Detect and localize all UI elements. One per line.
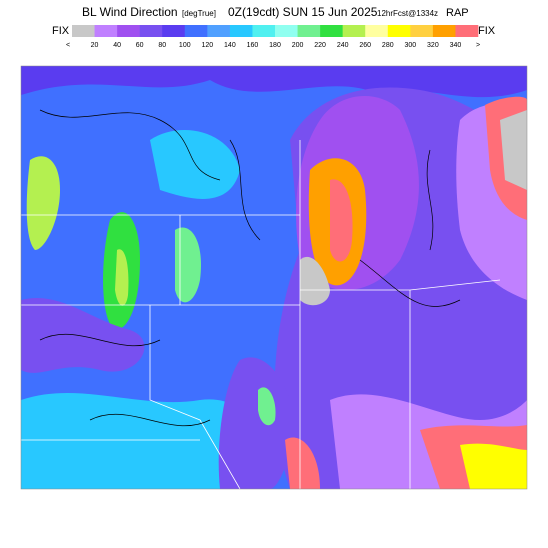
colorbar-tick-label: 80 xyxy=(158,42,166,49)
colorbar-tick-label: > xyxy=(476,42,480,49)
field-region xyxy=(460,443,527,489)
title-main: BL Wind Direction xyxy=(82,5,178,19)
colorbar-swatch xyxy=(117,25,140,37)
map xyxy=(20,65,528,490)
colorbar-swatch xyxy=(162,25,186,37)
colorbar-tick-label: 240 xyxy=(337,42,349,49)
colorbar-tick-label: < xyxy=(66,42,70,49)
colorbar-swatch xyxy=(342,25,366,37)
field-region xyxy=(26,156,60,250)
field-region xyxy=(175,227,201,303)
colorbar-left-label: FIX xyxy=(52,25,70,37)
field-region xyxy=(300,256,330,306)
colorbar-tick-label: 100 xyxy=(179,42,191,49)
colorbar-tick-label: 340 xyxy=(450,42,462,49)
title-time: 0Z(19cdt) SUN 15 Jun 2025 xyxy=(228,5,378,19)
colorbar-swatch xyxy=(365,25,389,37)
colorbar-swatch xyxy=(229,25,253,37)
colorbar-tick-label: 320 xyxy=(427,42,439,49)
colorbar-swatch xyxy=(297,25,321,37)
state-borders xyxy=(21,140,501,489)
colorbar-tick-label: 140 xyxy=(224,42,236,49)
colorbar-tick-label: 120 xyxy=(201,42,213,49)
map-frame xyxy=(20,65,528,490)
colorbar-tick-label: 280 xyxy=(382,42,394,49)
colorbar-tick-label: 180 xyxy=(269,42,281,49)
field-region xyxy=(150,130,240,199)
title-forecast: 12hrFcst@1334z xyxy=(377,9,438,18)
colorbar-swatch xyxy=(94,25,118,37)
colorbar-swatch xyxy=(207,25,231,37)
field-region xyxy=(218,357,293,489)
field-region xyxy=(285,437,320,489)
colorbar-tick-label: 300 xyxy=(404,42,416,49)
colorbar-swatch xyxy=(139,25,163,37)
colorbar-swatch xyxy=(252,25,276,37)
field-region xyxy=(258,387,276,426)
field-region xyxy=(115,249,129,306)
colorbar-tick-label: 20 xyxy=(91,42,99,49)
colorbar-tick-label: 220 xyxy=(314,42,326,49)
field-region xyxy=(21,297,145,373)
field-region xyxy=(330,179,353,262)
colorbar: FIX FIX <20 40 60 80 100 120 140 160 180 200 220 24… xyxy=(52,25,496,49)
colorbar-swatch xyxy=(387,25,411,37)
colorbar-swatch xyxy=(184,25,208,37)
field-region xyxy=(500,110,527,190)
colorbar-swatch xyxy=(320,25,343,37)
colorbar-tick-label: 160 xyxy=(247,42,259,49)
colorbar-swatch xyxy=(455,25,479,37)
contour-lines xyxy=(39,109,461,427)
title-model: RAP xyxy=(446,7,469,19)
colorbar-swatch xyxy=(432,25,456,37)
colorbar-swatch xyxy=(410,25,434,37)
colorbar-tick-label: 200 xyxy=(292,42,304,49)
colorbar-swatch xyxy=(72,25,95,37)
colorbar-tick-label: 260 xyxy=(359,42,371,49)
colorbar-swatch xyxy=(275,25,298,37)
title-units: [degTrue] xyxy=(182,9,216,18)
field-region xyxy=(21,392,270,489)
colorbar-tick-label: 40 xyxy=(113,42,121,49)
colorbar-right-label: FIX xyxy=(478,25,496,37)
title: BL Wind Direction [degTrue] 0Z(19cdt) SU… xyxy=(82,5,469,19)
colorbar-tick-label: 60 xyxy=(136,42,144,49)
